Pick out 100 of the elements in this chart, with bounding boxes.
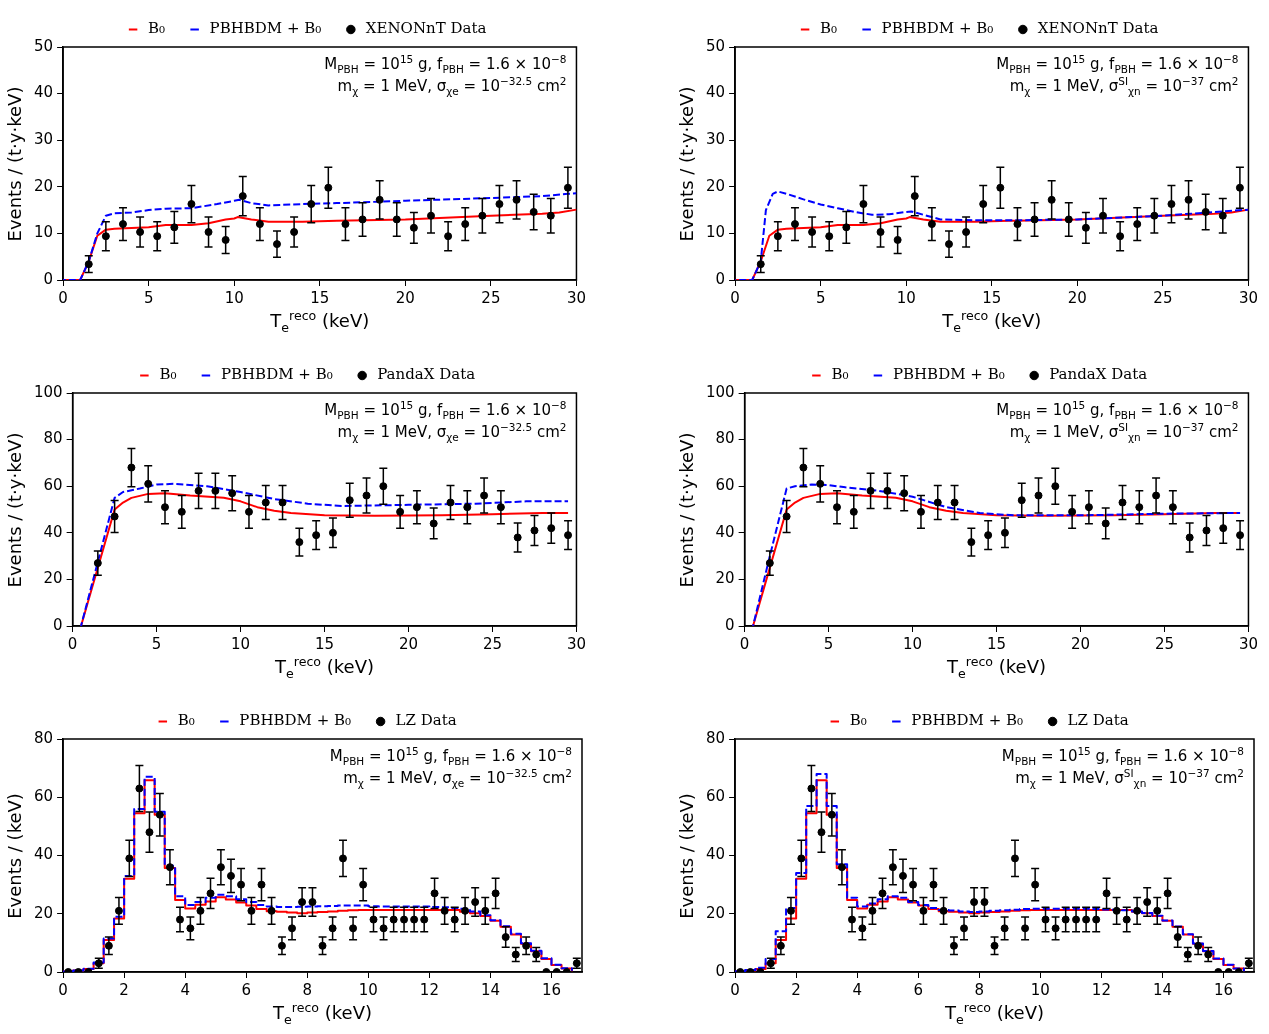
point <box>547 524 556 533</box>
x-tick-label: 5 <box>143 288 154 307</box>
x-tick-label: 5 <box>823 634 834 653</box>
annotation: M$_{PBH}$ = 10$^{15}$ g, f$_{PBH}$ = 1.6 × 10$^{−8}$ <box>324 399 567 421</box>
x-axis-title: T$_{e}$$^{reco}$ (keV) <box>942 308 1042 335</box>
point <box>1051 482 1060 491</box>
legend-label: B₀ <box>820 19 838 38</box>
x-tick-label: 10 <box>903 634 923 653</box>
x-tick-label: 8 <box>974 980 985 999</box>
y-tick-label: 50 <box>33 36 54 55</box>
point <box>883 486 892 495</box>
y-axis-title: Events / (t·y·keV) <box>3 432 25 587</box>
x-tick-label: 30 <box>1238 288 1258 307</box>
x-axis-title: T$_{e}$$^{reco}$ (keV) <box>947 654 1047 681</box>
y-tick-label: 0 <box>725 615 735 634</box>
legend-label: PBHBDM + B₀ <box>881 19 994 38</box>
legend-label: B₀ <box>831 365 849 384</box>
x-tick-label: 4 <box>180 980 190 999</box>
y-tick-label: 40 <box>705 845 726 864</box>
annotation: m$_{χ}$ = 1 MeV, σ$_{χe}$ = 10$^{−32.5}$ cm$^{2}$ <box>336 421 567 443</box>
point <box>501 933 510 942</box>
point <box>1000 924 1009 933</box>
point <box>939 906 948 915</box>
legend-label: PBHBDM + B₀ <box>892 365 1005 384</box>
text: m$_{χ}$ = 1 MeV, σ$^{SI}$$_{χn}$ = 10$^{−37}$ cm$^{2}$ <box>1015 767 1244 789</box>
y-tick-label: 20 <box>705 903 726 922</box>
point <box>375 195 384 204</box>
point <box>1013 220 1022 229</box>
x-tick-label: 0 <box>67 634 78 653</box>
y-tick-label: 80 <box>43 429 63 448</box>
text: m$_{χ}$ = 1 MeV, σ$^{SI}$$_{χn}$ = 10$^{−37}$ cm$^{2}$ <box>1009 421 1239 443</box>
x-tick-label: 4 <box>852 980 862 999</box>
point <box>308 898 317 907</box>
x-tick-label: 20 <box>1070 634 1091 653</box>
point <box>859 200 868 209</box>
point <box>345 496 354 505</box>
point <box>1017 496 1026 505</box>
annotation: M$_{PBH}$ = 10$^{15}$ g, f$_{PBH}$ = 1.6 × 10$^{−8}$ <box>324 53 567 75</box>
legend-label: LZ Data <box>395 711 457 730</box>
y-axis-title: Events / (t·y·keV) <box>675 432 697 587</box>
x-tick-label: 30 <box>1238 634 1258 653</box>
point <box>996 183 1005 192</box>
y-axis-title: Events / (t·y·keV) <box>675 86 697 241</box>
y-tick-label: 40 <box>705 83 726 102</box>
legend-label: B₀ <box>177 711 195 730</box>
point <box>842 223 851 232</box>
point <box>463 503 472 512</box>
text: m$_{χ}$ = 1 MeV, σ$^{SI}$$_{χn}$ = 10$^{−37}$ cm$^{2}$ <box>1009 75 1239 97</box>
point <box>1112 906 1121 915</box>
y-tick-label: 0 <box>715 961 726 980</box>
y-tick-label: 100 <box>705 382 735 401</box>
annotation: m$_{χ}$ = 1 MeV, σ$_{χe}$ = 10$^{−32.5}$ cm$^{2}$ <box>336 75 567 97</box>
y-tick-label: 40 <box>33 845 54 864</box>
y-tick-label: 0 <box>53 615 63 634</box>
legend-label: XENONnT Data <box>1037 19 1159 38</box>
point <box>1173 933 1182 942</box>
x-axis-title: T$_{e}$$^{reco}$ (keV) <box>270 308 370 335</box>
x-tick-label: 20 <box>398 634 419 653</box>
legend-label: PBHBDM + B₀ <box>209 19 322 38</box>
annotation: M$_{PBH}$ = 10$^{15}$ g, f$_{PBH}$ = 1.6 × 10$^{−8}$ <box>329 745 572 767</box>
point <box>817 828 826 837</box>
y-tick-label: 10 <box>33 223 54 242</box>
y-tick-label: 0 <box>43 961 54 980</box>
legend-label: LZ Data <box>1067 711 1129 730</box>
point <box>379 482 388 491</box>
y-tick-label: 60 <box>705 787 726 806</box>
x-tick-label: 16 <box>1213 980 1234 999</box>
legend-label: PandaX Data <box>1049 365 1148 384</box>
legend-label: PBHBDM + B₀ <box>220 365 333 384</box>
y-tick-label: 80 <box>715 429 735 448</box>
x-tick-label: 20 <box>1067 288 1087 307</box>
point <box>990 941 999 950</box>
y-tick-label: 50 <box>705 36 726 55</box>
point <box>1051 924 1060 933</box>
point <box>491 889 500 898</box>
x-tick-label: 5 <box>815 288 826 307</box>
x-tick-label: 6 <box>913 980 924 999</box>
point <box>799 463 808 472</box>
x-tick-label: 25 <box>482 634 503 653</box>
y-tick-label: 40 <box>715 522 735 541</box>
x-axis-title: T$_{e}$$^{reco}$ (keV) <box>945 1000 1045 1027</box>
y-axis-title: Events / (keV) <box>3 792 25 919</box>
y-tick-label: 0 <box>715 269 726 288</box>
point <box>512 195 521 204</box>
point <box>295 538 304 547</box>
y-tick-label: 40 <box>43 522 63 541</box>
point <box>1184 195 1193 204</box>
legend-label: PBHBDM + B₀ <box>911 711 1024 730</box>
y-tick-label: 100 <box>33 382 63 401</box>
y-tick-label: 20 <box>705 176 726 195</box>
x-tick-label: 15 <box>310 288 330 307</box>
x-tick-label: 12 <box>419 980 439 999</box>
y-tick-label: 40 <box>33 83 54 102</box>
point <box>868 906 877 915</box>
y-tick-label: 20 <box>33 903 54 922</box>
legend-label: PBHBDM + B₀ <box>239 711 352 730</box>
x-tick-label: 25 <box>481 288 501 307</box>
y-tick-label: 80 <box>33 728 54 747</box>
point <box>1167 200 1176 209</box>
x-tick-label: 15 <box>982 288 1002 307</box>
